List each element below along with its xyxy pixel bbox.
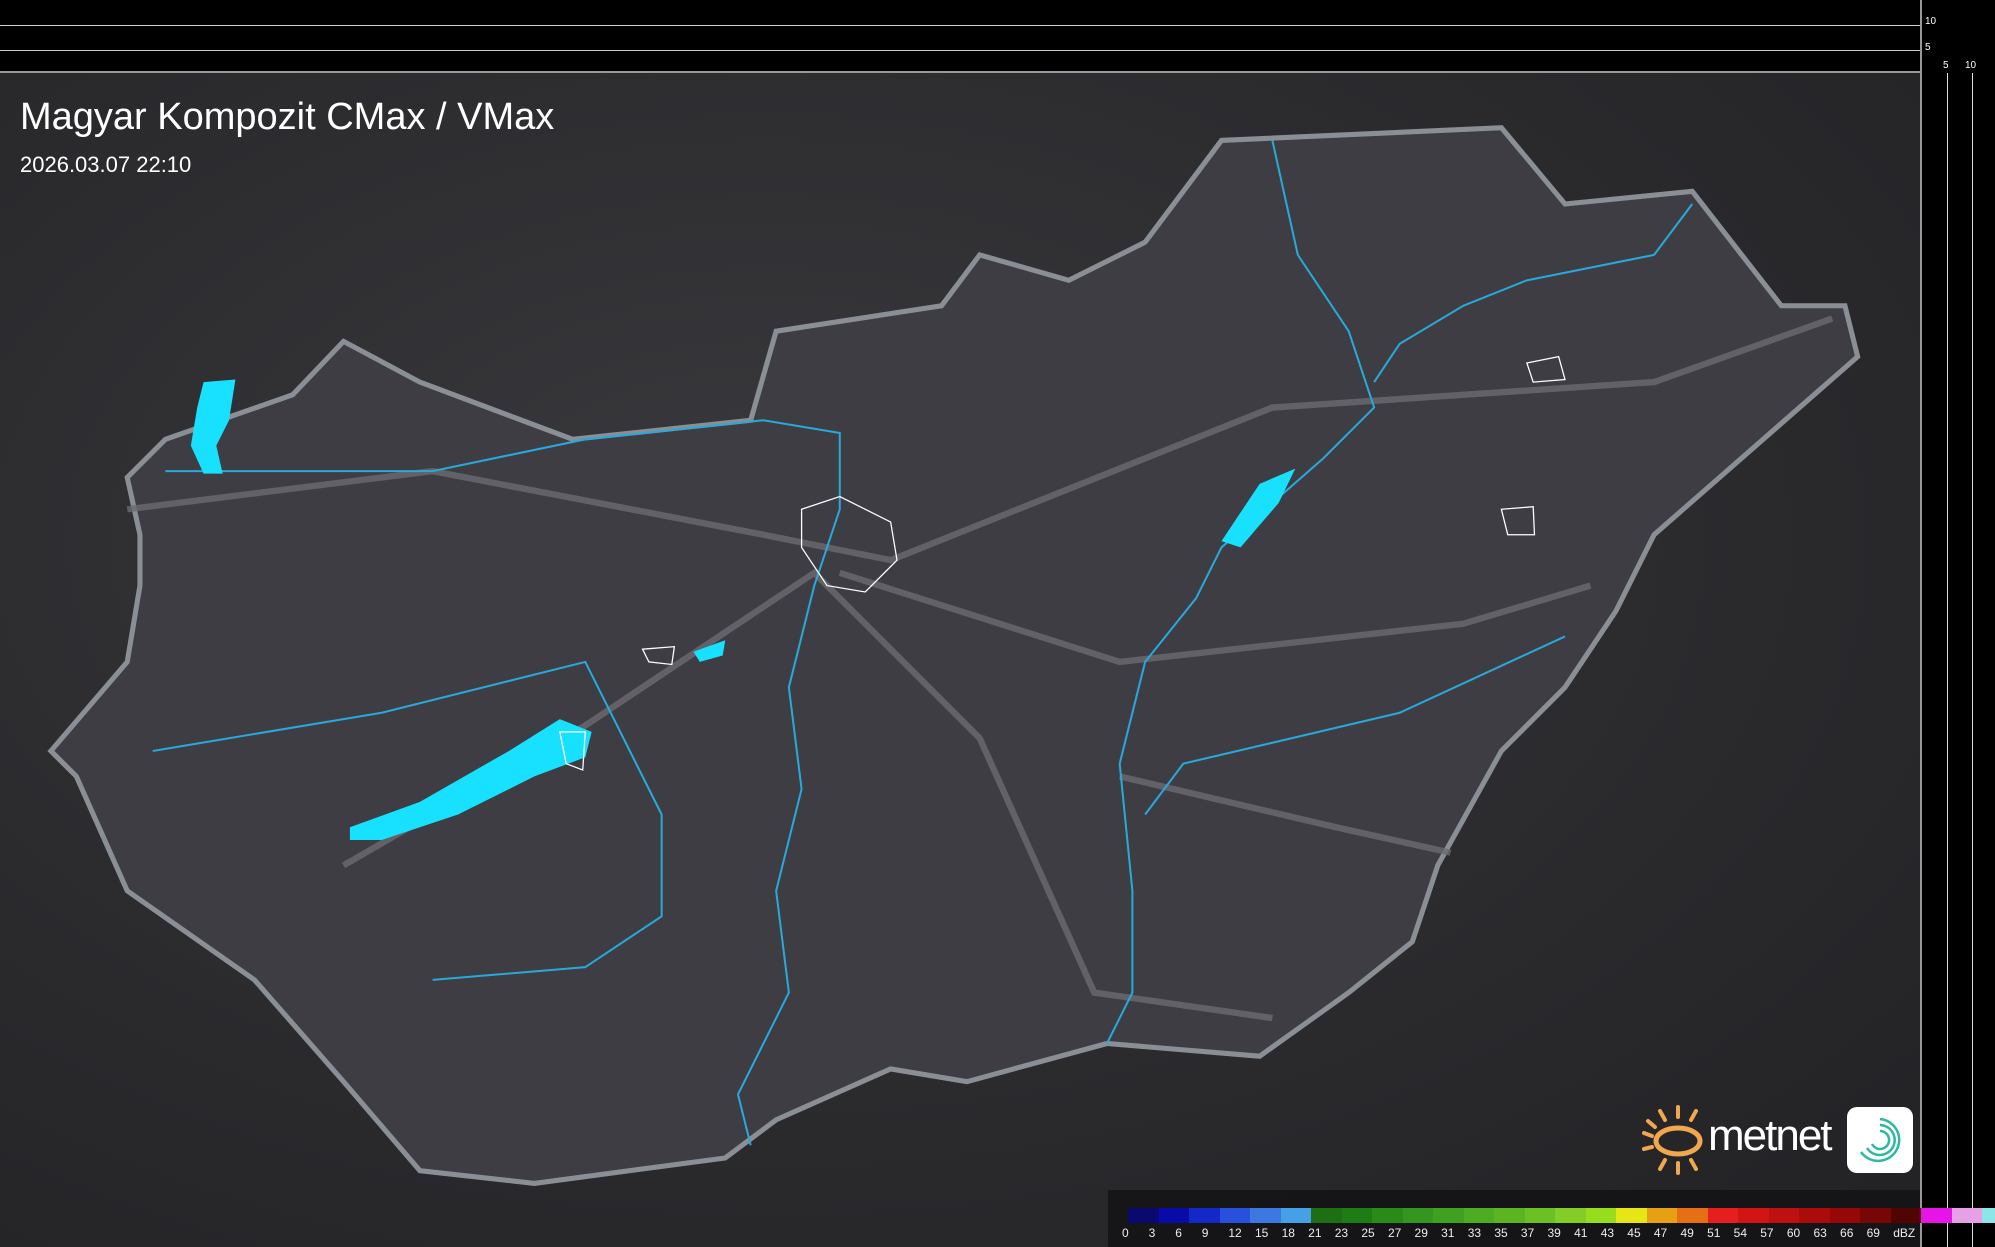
scale-label: 69 <box>1866 1226 1880 1240</box>
hungary-border <box>47 125 1861 1186</box>
radar-map[interactable] <box>0 73 1920 1247</box>
color-swatch <box>1921 1208 1952 1223</box>
color-swatch <box>1799 1208 1830 1223</box>
color-swatch <box>1402 1208 1433 1223</box>
color-swatch <box>1494 1208 1525 1223</box>
color-swatch <box>1311 1208 1342 1223</box>
axis-tick: 5 <box>1925 42 1931 53</box>
lake-velence <box>693 640 726 662</box>
scale-label: 60 <box>1786 1226 1801 1240</box>
color-swatch <box>1555 1208 1586 1223</box>
scale-label: 35 <box>1494 1226 1508 1240</box>
color-swatch <box>1890 1208 1921 1223</box>
color-swatch <box>1372 1208 1403 1223</box>
lake-balaton <box>349 719 592 840</box>
top-axis-panel <box>0 0 1920 73</box>
color-swatch <box>1860 1208 1891 1223</box>
scale-label: 6 <box>1175 1226 1182 1240</box>
rivers <box>152 140 1694 1146</box>
scale-label: 66 <box>1840 1226 1854 1240</box>
color-swatch <box>1250 1208 1281 1223</box>
map-datetime: 2026.03.07 22:10 <box>20 152 192 177</box>
color-swatch <box>1738 1208 1769 1223</box>
color-swatch <box>1829 1208 1860 1223</box>
scale-label: 15 <box>1254 1226 1269 1240</box>
unit-label: dBZ <box>1893 1226 1916 1240</box>
scale-label: 37 <box>1520 1226 1535 1240</box>
scale-label: 45 <box>1627 1226 1641 1240</box>
axis-tick: 10 <box>1925 16 1937 27</box>
grid-line <box>0 50 1920 51</box>
scale-label: 43 <box>1600 1226 1615 1240</box>
color-swatch <box>1219 1208 1250 1223</box>
scale-label: 21 <box>1308 1226 1322 1240</box>
color-swatch <box>1585 1208 1616 1223</box>
scale-labels: 0 3 6 9 12 15 18 21 23 25 27 29 31 33 35 37 39 41 43 45 47 49… <box>1122 1226 1920 1240</box>
color-swatch <box>1768 1208 1799 1223</box>
color-swatch <box>1951 1208 1982 1223</box>
dbz-legend: 0 3 6 9 12 15 18 21 23 25 27 29 31 33 35 37 39 41 43 45 47 49… <box>1108 1190 1995 1247</box>
right-axis-panel: 10 5 5 10 <box>1920 0 1995 1247</box>
scale-label: 9 <box>1201 1226 1209 1240</box>
scale-label: 29 <box>1414 1226 1428 1240</box>
scale-label: 47 <box>1653 1226 1668 1240</box>
map-title: Magyar Kompozit CMax / VMax <box>20 96 555 138</box>
color-swatch <box>1128 1208 1159 1223</box>
scale-label: 54 <box>1733 1226 1748 1240</box>
grid-line <box>1947 73 1948 1247</box>
scale-label: 57 <box>1760 1226 1774 1240</box>
scale-label: 39 <box>1547 1226 1561 1240</box>
metnet-logo: metnet <box>1638 1103 1913 1175</box>
scale-label: 49 <box>1680 1226 1694 1240</box>
scale-label: 31 <box>1441 1226 1455 1240</box>
lake-neusiedl <box>190 379 236 474</box>
color-swatch <box>1646 1208 1677 1223</box>
scale-label: 12 <box>1228 1226 1242 1240</box>
scale-label: 51 <box>1707 1226 1721 1240</box>
color-swatch <box>1433 1208 1464 1223</box>
scale-label: 41 <box>1574 1226 1588 1240</box>
color-swatch <box>1158 1208 1189 1223</box>
scale-label: 27 <box>1387 1226 1402 1240</box>
axis-tick: 10 <box>1965 60 1977 71</box>
color-swatch <box>1677 1208 1708 1223</box>
sun-icon <box>1642 1105 1703 1175</box>
scale-label: 18 <box>1281 1226 1295 1240</box>
color-swatch <box>1707 1208 1738 1223</box>
city-outlines <box>559 355 1566 771</box>
lake-tisza <box>1221 468 1296 548</box>
color-swatch <box>1189 1208 1220 1223</box>
grid-line <box>1972 73 1973 1247</box>
color-swatch <box>1982 1208 1995 1223</box>
color-swatch <box>1280 1208 1311 1223</box>
scale-label: 3 <box>1148 1226 1156 1240</box>
grid-line <box>0 25 1920 26</box>
scale-label: 33 <box>1467 1226 1482 1240</box>
swirl-icon <box>1859 1117 1901 1163</box>
scale-label: 63 <box>1813 1226 1827 1240</box>
scale-label: 25 <box>1361 1226 1375 1240</box>
color-swatch <box>1341 1208 1372 1223</box>
lakes <box>190 379 1296 840</box>
hungary-map-svg <box>47 125 1861 1186</box>
color-swatch <box>1463 1208 1494 1223</box>
color-swatch <box>1616 1208 1647 1223</box>
color-scale <box>1128 1208 1995 1223</box>
axis-tick: 5 <box>1943 60 1949 71</box>
color-swatch <box>1524 1208 1555 1223</box>
app-logo <box>1847 1107 1913 1173</box>
scale-label: 0 <box>1122 1226 1129 1240</box>
scale-label: 23 <box>1334 1226 1349 1240</box>
brand-name: metnet <box>1708 1111 1833 1160</box>
